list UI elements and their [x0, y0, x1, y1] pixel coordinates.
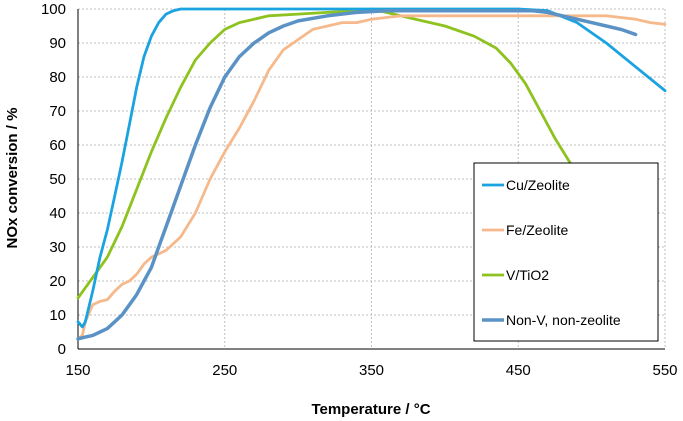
series-layer [76, 7, 667, 341]
axes-layer [77, 9, 665, 350]
grid-layer [78, 8, 666, 349]
legend-label: V/TiO2 [506, 267, 549, 283]
x-axis-title: Temperature / °C [311, 401, 430, 418]
series-line-non-v-non-zeolite [76, 8, 638, 341]
y-tick-label: 10 [49, 307, 66, 324]
series-line-v-tio2 [76, 7, 582, 300]
y-tick-label: 80 [49, 69, 66, 86]
legend-label: Non-V, non-zeolite [506, 312, 621, 328]
legend-box [473, 162, 659, 342]
tick-labels: 0 10 20 30 40 50 60 70 80 90 100 150 250 350 450 550 [41, 1, 678, 379]
y-axis-title: NOx conversion / % [4, 108, 21, 249]
x-tick-label: 550 [652, 362, 677, 379]
y-tick-label: 20 [49, 273, 66, 290]
y-tick-label: 50 [49, 171, 66, 188]
legend-label: Cu/Zeolite [506, 177, 570, 193]
y-tick-label: 40 [49, 205, 66, 222]
y-tick-label: 0 [58, 341, 66, 358]
x-tick-label: 350 [359, 362, 384, 379]
x-tick-label: 450 [506, 362, 531, 379]
series-line-fe-zeolite [76, 14, 667, 341]
legend: Cu/Zeolite Fe/Zeolite V/TiO2 Non-V, non-zeo… [473, 162, 659, 342]
y-tick-label: 100 [41, 1, 66, 18]
x-tick-label: 250 [212, 362, 237, 379]
y-tick-label: 30 [49, 239, 66, 256]
y-tick-label: 90 [49, 35, 66, 52]
x-tick-label: 150 [65, 362, 90, 379]
y-tick-label: 70 [49, 103, 66, 120]
y-tick-label: 60 [49, 137, 66, 154]
legend-label: Fe/Zeolite [506, 222, 568, 238]
